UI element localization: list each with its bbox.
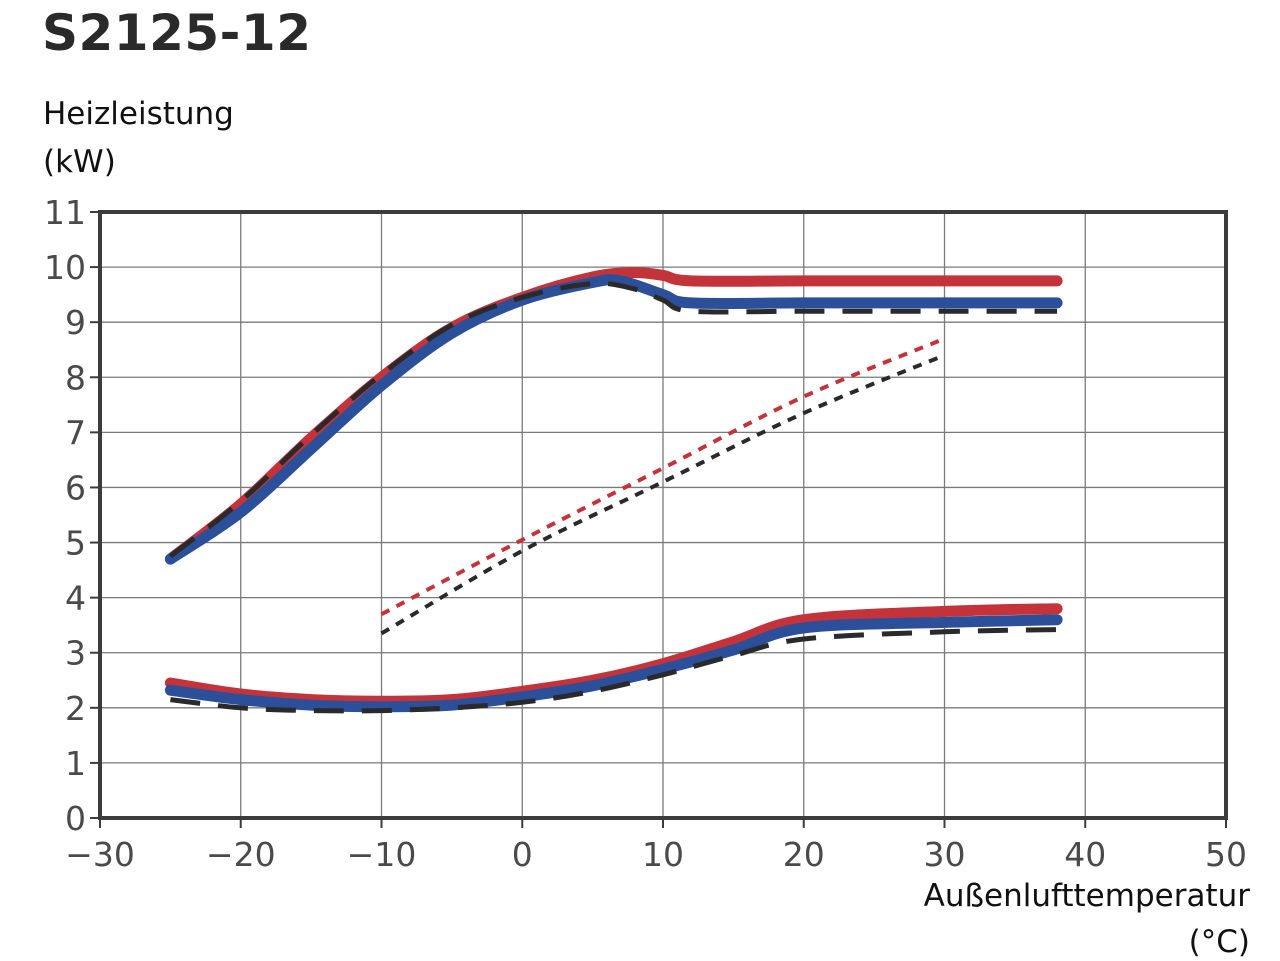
series-group	[164, 267, 1063, 714]
y-axis-unit: (kW)	[43, 144, 116, 180]
y-tick-label: 8	[65, 358, 86, 397]
y-tick-label: 11	[44, 193, 86, 232]
x-tick-label: −20	[206, 835, 276, 874]
x-tick-label: 30	[924, 835, 966, 874]
y-tick-label: 4	[65, 579, 86, 618]
series-line-nominal-black	[380, 353, 946, 636]
x-tick-label: 20	[783, 835, 825, 874]
y-tick-label: 6	[65, 468, 86, 507]
series-line-max-dashed	[168, 280, 1058, 559]
y-tick-label: 3	[65, 634, 86, 673]
chart-title: S2125-12	[42, 4, 312, 62]
series-line-min-blue	[164, 614, 1063, 713]
y-tick-label: 0	[65, 799, 86, 838]
series-line-nominal-red	[380, 336, 946, 616]
x-tick-label: 50	[1205, 835, 1247, 874]
series-line-min-dashed	[170, 627, 1058, 714]
y-tick-label: 1	[65, 744, 86, 783]
x-tick-label: 40	[1064, 835, 1106, 874]
y-axis-title: Heizleistung	[43, 96, 234, 132]
x-tick-label: −10	[347, 835, 417, 874]
x-tick-label: 10	[642, 835, 684, 874]
x-axis-title: Außenlufttemperatur	[924, 878, 1251, 914]
x-axis-unit: (°C)	[1189, 924, 1250, 960]
y-tick-label: 10	[44, 248, 86, 287]
series-line-max-red	[164, 267, 1063, 565]
y-tick-label: 2	[65, 689, 86, 728]
x-tick-label: 0	[512, 835, 533, 874]
y-tick-label: 7	[65, 413, 86, 452]
series-line-max-blue	[164, 274, 1063, 565]
y-tick-label: 5	[65, 524, 86, 563]
x-tick-label: −30	[65, 835, 135, 874]
tick-labels: 0 1 2 3 4 5 6 7 8 9 10 11 −30 −20 −10 0 10 20 30 40 50	[44, 193, 1247, 874]
y-tick-label: 9	[65, 303, 86, 342]
